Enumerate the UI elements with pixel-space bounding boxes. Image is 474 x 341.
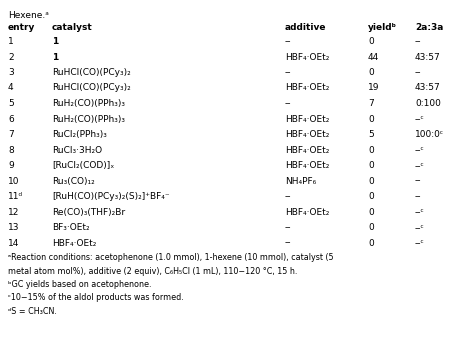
Text: 0: 0 [368,161,374,170]
Text: 6: 6 [8,115,14,123]
Text: --: -- [285,238,292,248]
Text: 0: 0 [368,177,374,186]
Text: RuHCl(CO)(PCy₃)₂: RuHCl(CO)(PCy₃)₂ [52,68,131,77]
Text: HBF₄·OEt₂: HBF₄·OEt₂ [285,208,329,217]
Text: metal atom mol%), additive (2 equiv), C₆H₅Cl (1 mL), 110−120 °C, 15 h.: metal atom mol%), additive (2 equiv), C₆… [8,267,297,276]
Text: 44: 44 [368,53,379,61]
Text: --: -- [285,37,292,46]
Text: BF₃·OEt₂: BF₃·OEt₂ [52,223,90,232]
Text: 100:0ᶜ: 100:0ᶜ [415,130,444,139]
Text: 7: 7 [368,99,374,108]
Text: 7: 7 [8,130,14,139]
Text: HBF₄·OEt₂: HBF₄·OEt₂ [285,53,329,61]
Text: 0:100: 0:100 [415,99,441,108]
Text: --: -- [415,192,421,201]
Text: --ᶜ: --ᶜ [415,115,425,123]
Text: 2a:3a: 2a:3a [415,23,443,32]
Text: --: -- [415,68,421,77]
Text: NH₄PF₆: NH₄PF₆ [285,177,316,186]
Text: ᵃReaction conditions: acetophenone (1.0 mmol), 1-hexene (10 mmol), catalyst (5: ᵃReaction conditions: acetophenone (1.0 … [8,253,334,262]
Text: RuH₂(CO)(PPh₃)₃: RuH₂(CO)(PPh₃)₃ [52,115,125,123]
Text: 1: 1 [52,53,58,61]
Text: Re(CO)₃(THF)₂Br: Re(CO)₃(THF)₂Br [52,208,125,217]
Text: 8: 8 [8,146,14,154]
Text: --: -- [285,99,292,108]
Text: --: -- [285,223,292,232]
Text: --ᶜ: --ᶜ [415,208,425,217]
Text: 0: 0 [368,208,374,217]
Text: [RuH(CO)(PCy₃)₂(S)₂]⁺BF₄⁻: [RuH(CO)(PCy₃)₂(S)₂]⁺BF₄⁻ [52,192,170,201]
Text: 43:57: 43:57 [415,84,441,92]
Text: HBF₄·OEt₂: HBF₄·OEt₂ [285,115,329,123]
Text: 0: 0 [368,115,374,123]
Text: 0: 0 [368,238,374,248]
Text: --ᶜ: --ᶜ [415,223,425,232]
Text: Ru₃(CO)₁₂: Ru₃(CO)₁₂ [52,177,95,186]
Text: 0: 0 [368,37,374,46]
Text: ᶜ10−15% of the aldol products was formed.: ᶜ10−15% of the aldol products was formed… [8,294,184,302]
Text: catalyst: catalyst [52,23,93,32]
Text: HBF₄·OEt₂: HBF₄·OEt₂ [285,146,329,154]
Text: [RuCl₂(COD)]ₓ: [RuCl₂(COD)]ₓ [52,161,114,170]
Text: 0: 0 [368,68,374,77]
Text: 9: 9 [8,161,14,170]
Text: --: -- [285,192,292,201]
Text: ᵇGC yields based on acetophenone.: ᵇGC yields based on acetophenone. [8,280,152,289]
Text: 1: 1 [8,37,14,46]
Text: 14: 14 [8,238,19,248]
Text: --ᶜ: --ᶜ [415,161,425,170]
Text: RuHCl(CO)(PCy₃)₂: RuHCl(CO)(PCy₃)₂ [52,84,131,92]
Text: 5: 5 [8,99,14,108]
Text: 3: 3 [8,68,14,77]
Text: 5: 5 [368,130,374,139]
Text: --: -- [285,68,292,77]
Text: 10: 10 [8,177,19,186]
Text: HBF₄·OEt₂: HBF₄·OEt₂ [285,130,329,139]
Text: ᵈS = CH₃CN.: ᵈS = CH₃CN. [8,307,57,316]
Text: 0: 0 [368,192,374,201]
Text: 12: 12 [8,208,19,217]
Text: 2: 2 [8,53,14,61]
Text: 19: 19 [368,84,380,92]
Text: additive: additive [285,23,327,32]
Text: RuH₂(CO)(PPh₃)₃: RuH₂(CO)(PPh₃)₃ [52,99,125,108]
Text: HBF₄·OEt₂: HBF₄·OEt₂ [52,238,96,248]
Text: 11ᵈ: 11ᵈ [8,192,23,201]
Text: --: -- [415,37,421,46]
Text: 0: 0 [368,146,374,154]
Text: 13: 13 [8,223,19,232]
Text: 1: 1 [52,37,58,46]
Text: --: -- [415,177,421,186]
Text: entry: entry [8,23,36,32]
Text: 43:57: 43:57 [415,53,441,61]
Text: yieldᵇ: yieldᵇ [368,23,397,32]
Text: --ᶜ: --ᶜ [415,238,425,248]
Text: RuCl₃·3H₂O: RuCl₃·3H₂O [52,146,102,154]
Text: 0: 0 [368,223,374,232]
Text: Hexene.ᵃ: Hexene.ᵃ [8,11,49,20]
Text: HBF₄·OEt₂: HBF₄·OEt₂ [285,84,329,92]
Text: --ᶜ: --ᶜ [415,146,425,154]
Text: HBF₄·OEt₂: HBF₄·OEt₂ [285,161,329,170]
Text: 4: 4 [8,84,14,92]
Text: RuCl₂(PPh₃)₃: RuCl₂(PPh₃)₃ [52,130,107,139]
